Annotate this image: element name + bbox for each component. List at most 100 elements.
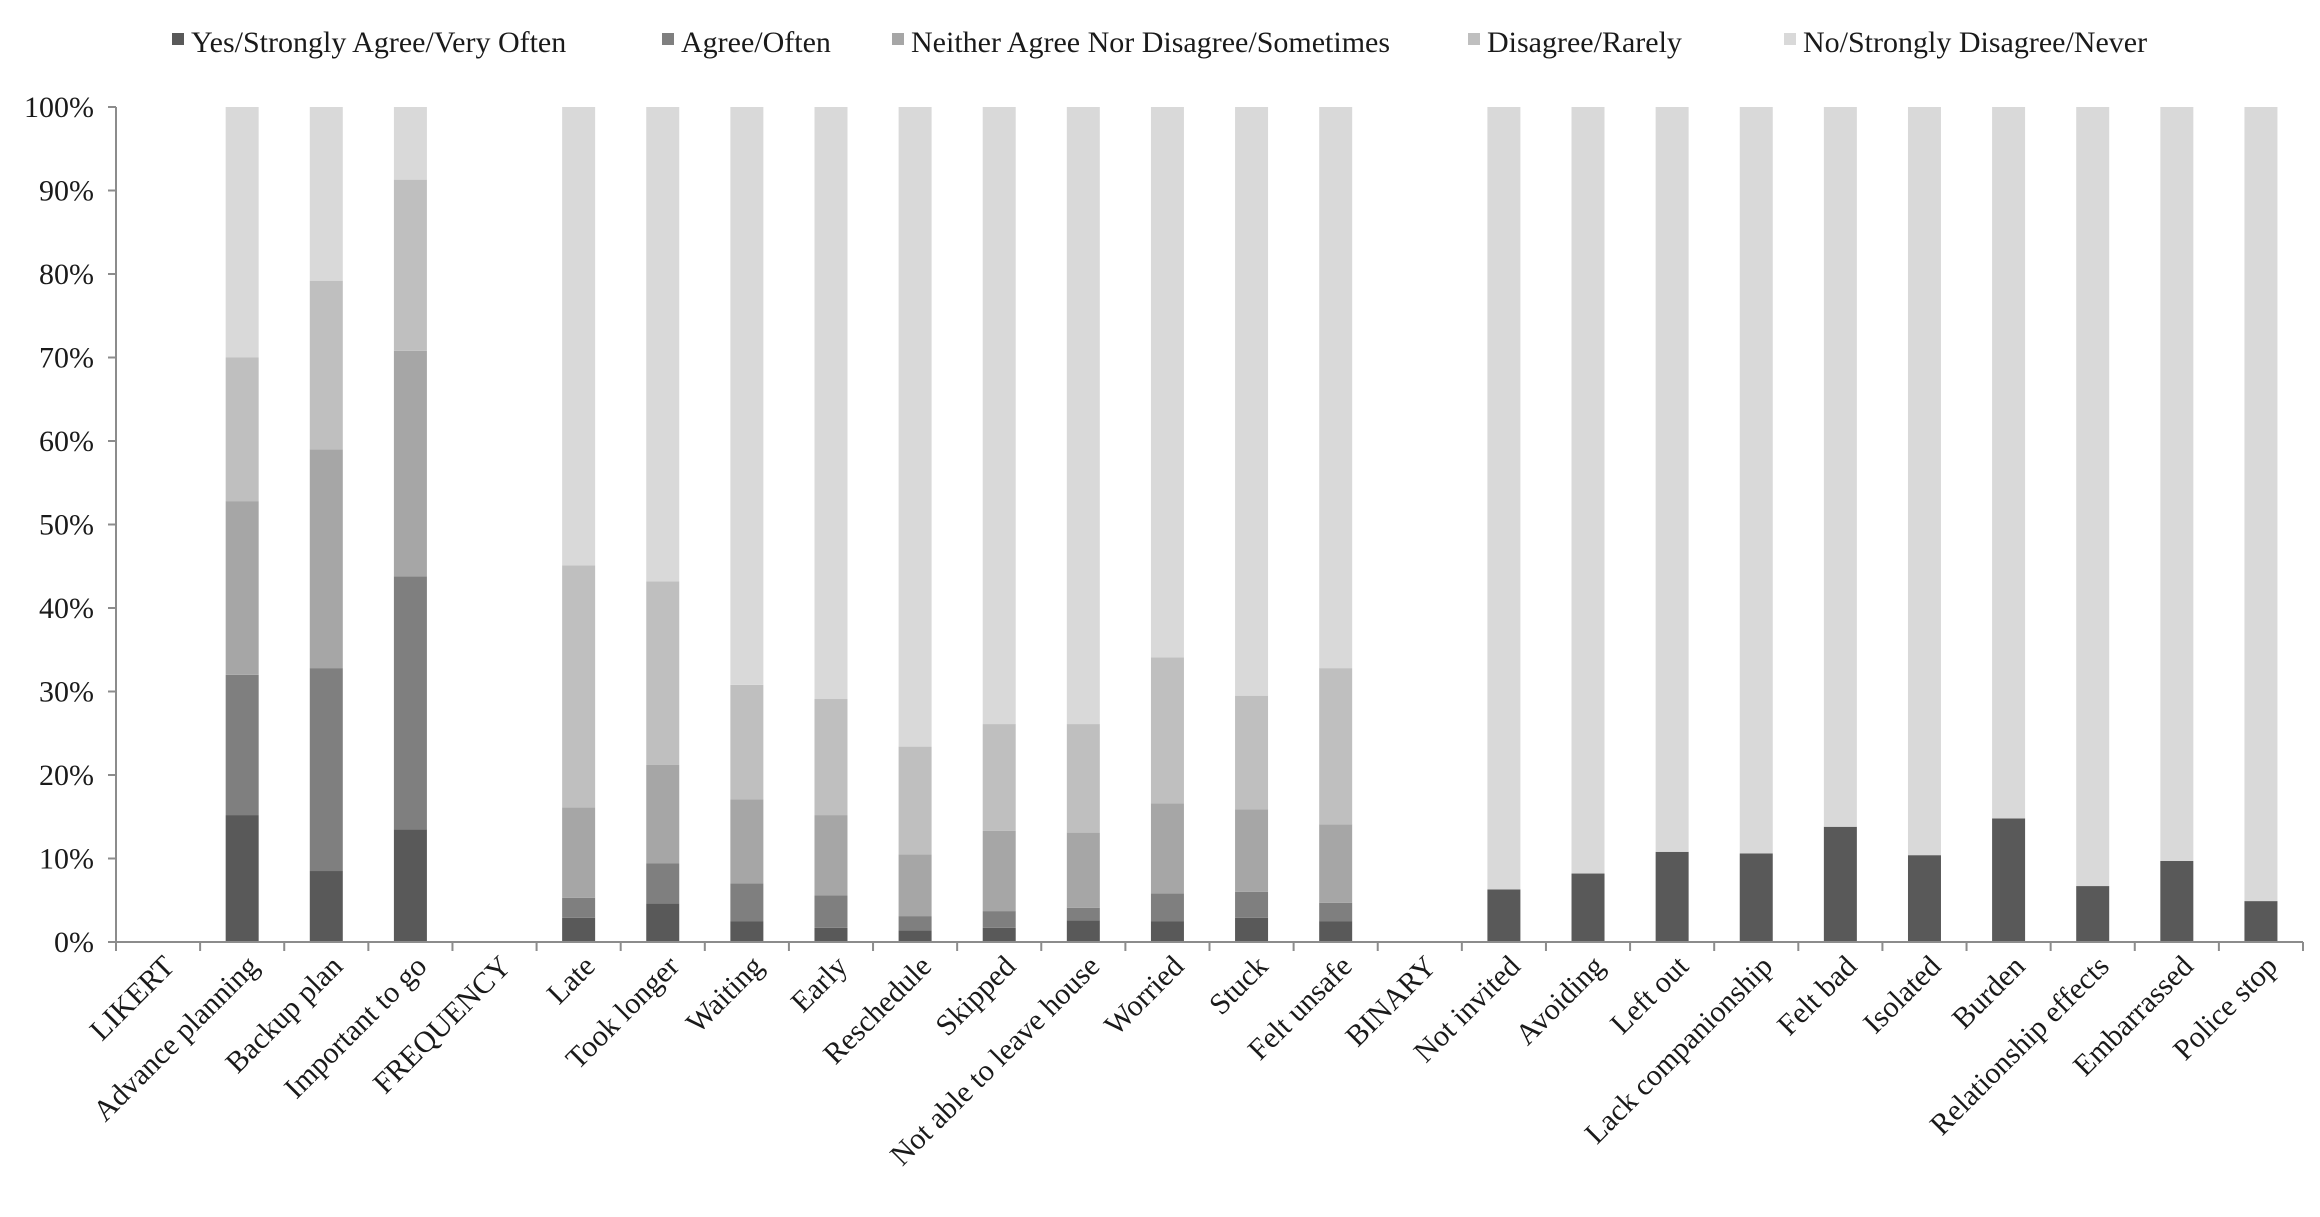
bar-segment — [1319, 668, 1353, 825]
y-axis: 0% 10% 20% 30% 40% 50% 60% 70% 80% 90% 100% — [24, 91, 117, 959]
bar-segment — [898, 107, 932, 747]
bar-stack — [1992, 107, 2026, 942]
bar-segment — [730, 684, 764, 800]
bar-segment — [562, 807, 596, 898]
bar-segment — [1907, 855, 1941, 942]
bar-stack — [225, 107, 259, 942]
bar-segment — [562, 565, 596, 808]
bar-segment — [225, 674, 259, 816]
bar-segment — [1907, 107, 1941, 856]
bar-segment — [1066, 107, 1100, 725]
bar-segment — [2076, 107, 2110, 887]
bar-segment — [1739, 107, 1773, 854]
bar-segment — [225, 107, 259, 358]
y-tick-label: 0% — [54, 926, 94, 959]
bar-segment — [646, 107, 680, 582]
x-category-label: Late — [541, 950, 602, 1011]
bar-segment — [309, 107, 343, 281]
y-tick-label: 60% — [39, 425, 94, 458]
legend-swatch — [172, 33, 184, 45]
bar-segment — [2244, 107, 2278, 902]
bar-segment — [1319, 902, 1353, 922]
bar-segment — [1150, 657, 1184, 804]
bar-segment — [309, 668, 343, 872]
legend: Yes/Strongly Agree/Very Often Agree/Often… — [172, 26, 2147, 59]
bar-segment — [1066, 920, 1100, 942]
bar-segment — [646, 581, 680, 765]
legend-item: Yes/Strongly Agree/Very Often — [172, 26, 566, 59]
bar-segment — [898, 916, 932, 931]
y-tick-label: 80% — [39, 258, 94, 291]
y-tick-label: 20% — [39, 759, 94, 792]
bar-segment — [562, 897, 596, 918]
bar-segment — [814, 895, 848, 928]
y-tick-label: 10% — [39, 843, 94, 876]
bar-segment — [225, 815, 259, 942]
bar-segment — [730, 921, 764, 942]
bar-segment — [814, 107, 848, 700]
bar-segment — [1150, 893, 1184, 922]
x-category-label: Stuck — [1203, 950, 1275, 1022]
bar-stack — [393, 107, 427, 942]
bar-segment — [1319, 107, 1353, 669]
bar-stack — [2160, 107, 2194, 942]
bar-segment — [1823, 826, 1857, 942]
bar-stack — [2076, 107, 2110, 942]
bar-segment — [646, 764, 680, 864]
bar-segment — [814, 699, 848, 816]
legend-label: Yes/Strongly Agree/Very Often — [191, 26, 566, 59]
bars — [225, 107, 2278, 942]
bar-segment — [1066, 907, 1100, 921]
legend-swatch — [662, 33, 674, 45]
bar-segment — [393, 576, 427, 830]
bar-stack — [646, 107, 680, 942]
x-category-label: Isolated — [1857, 950, 1947, 1040]
bar-stack — [562, 107, 596, 942]
bar-stack — [1571, 107, 1605, 942]
x-category-label: Avoiding — [1509, 950, 1611, 1052]
bar-segment — [646, 903, 680, 942]
bar-segment — [730, 799, 764, 884]
bar-stack — [898, 107, 932, 942]
y-tick-label: 100% — [24, 91, 94, 124]
bar-segment — [1066, 832, 1100, 908]
bar-segment — [1319, 824, 1353, 903]
bar-segment — [1235, 809, 1269, 892]
legend-item: No/Strongly Disagree/Never — [1784, 26, 2147, 59]
bar-segment — [1655, 107, 1689, 852]
bar-segment — [814, 927, 848, 942]
bar-segment — [309, 449, 343, 669]
legend-label: Agree/Often — [681, 26, 831, 59]
bar-segment — [1739, 853, 1773, 942]
bar-stack — [1319, 107, 1353, 942]
legend-item: Neither Agree Nor Disagree/Sometimes — [892, 26, 1390, 59]
legend-item: Disagree/Rarely — [1468, 26, 1682, 59]
bar-segment — [982, 927, 1016, 942]
bar-segment — [814, 815, 848, 896]
legend-swatch — [1784, 33, 1796, 45]
bar-segment — [1235, 917, 1269, 942]
bar-segment — [1150, 107, 1184, 658]
bar-segment — [393, 829, 427, 942]
y-tick-label: 40% — [39, 592, 94, 625]
bar-stack — [1235, 107, 1269, 942]
legend-swatch — [1468, 33, 1480, 45]
bar-stack — [1739, 107, 1773, 942]
bar-segment — [309, 871, 343, 942]
bar-segment — [1487, 889, 1521, 942]
bar-segment — [309, 280, 343, 450]
bar-segment — [982, 830, 1016, 912]
bar-segment — [1235, 695, 1269, 810]
bar-segment — [982, 724, 1016, 831]
bar-segment — [898, 746, 932, 855]
legend-item: Agree/Often — [662, 26, 831, 59]
bar-stack — [309, 107, 343, 942]
bar-segment — [1150, 921, 1184, 942]
bar-segment — [898, 930, 932, 942]
bar-stack — [1487, 107, 1521, 942]
bar-stack — [1823, 107, 1857, 942]
legend-label: Neither Agree Nor Disagree/Sometimes — [911, 26, 1390, 59]
bar-segment — [2244, 901, 2278, 942]
